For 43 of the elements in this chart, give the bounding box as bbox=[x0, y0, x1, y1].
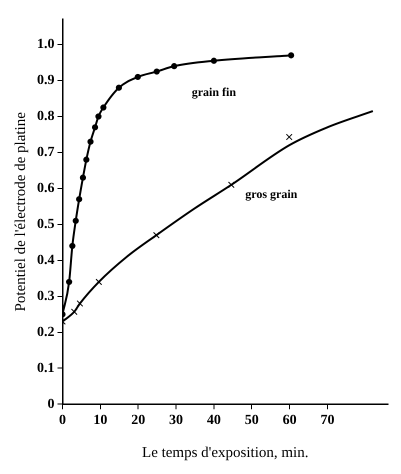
point bbox=[72, 218, 79, 224]
x-tick-label: 60 bbox=[282, 413, 297, 428]
point bbox=[116, 84, 122, 91]
series-label: gros grain bbox=[245, 186, 298, 201]
point bbox=[100, 104, 106, 111]
y-tick-label: 0.5 bbox=[37, 216, 54, 232]
point bbox=[66, 278, 72, 286]
y-axis-title: Potentiel de l'électrode de platine bbox=[12, 112, 29, 312]
x-tick-label: 0 bbox=[59, 413, 66, 428]
y-tick-label: 1.0 bbox=[37, 37, 54, 52]
x-tick-label: 30 bbox=[169, 413, 184, 428]
point bbox=[83, 156, 90, 163]
x-tick-label: 70 bbox=[320, 413, 334, 428]
series-label: grain fin bbox=[192, 84, 236, 99]
point bbox=[134, 74, 141, 80]
x-tick-label: 20 bbox=[131, 413, 146, 428]
point bbox=[92, 124, 98, 130]
y-tick-label: 0.7 bbox=[37, 145, 54, 160]
x-axis-title: Le temps d'exposition, min. bbox=[142, 444, 308, 461]
point bbox=[76, 196, 82, 202]
point bbox=[288, 52, 294, 58]
y-tick-label: 0 bbox=[48, 396, 54, 412]
y-tick-label: 0.6 bbox=[37, 181, 54, 196]
point bbox=[153, 232, 160, 239]
x-tick-label: 50 bbox=[244, 413, 259, 428]
y-tick-label: 0.2 bbox=[37, 324, 54, 340]
point bbox=[154, 68, 160, 75]
point bbox=[171, 63, 178, 70]
y-tick-label: 0.3 bbox=[37, 288, 54, 304]
point bbox=[80, 174, 86, 181]
point bbox=[69, 242, 76, 250]
point bbox=[228, 182, 235, 188]
y-tick-label: 0.9 bbox=[37, 73, 54, 88]
point bbox=[210, 58, 217, 64]
y-tick-label: 0.1 bbox=[37, 360, 54, 376]
x-tick-label: 10 bbox=[93, 413, 108, 428]
y-tick-label: 0.4 bbox=[37, 252, 54, 268]
point bbox=[70, 308, 78, 316]
point bbox=[87, 138, 94, 145]
y-tick-label: 0.8 bbox=[37, 109, 54, 124]
x-tick-label: 40 bbox=[206, 413, 221, 428]
point bbox=[95, 113, 102, 120]
point bbox=[286, 134, 293, 140]
